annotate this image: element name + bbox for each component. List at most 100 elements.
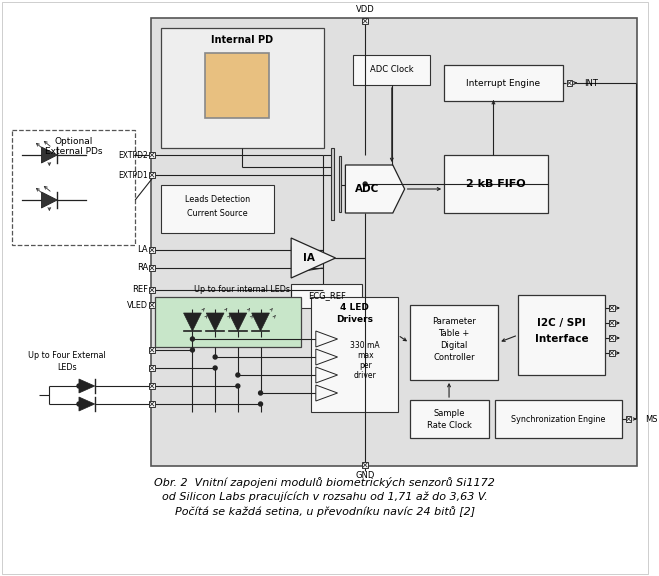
Text: Leads Detection: Leads Detection bbox=[185, 195, 250, 204]
Bar bbox=[626, 416, 631, 422]
Bar bbox=[339, 156, 341, 212]
Bar bbox=[362, 18, 368, 24]
Text: GND: GND bbox=[355, 472, 375, 480]
Circle shape bbox=[213, 366, 217, 370]
Text: Synchronization Engine: Synchronization Engine bbox=[511, 415, 606, 423]
Circle shape bbox=[236, 384, 240, 388]
Polygon shape bbox=[316, 331, 337, 347]
Circle shape bbox=[236, 373, 240, 377]
Text: Internal PD: Internal PD bbox=[212, 35, 273, 45]
Circle shape bbox=[190, 348, 194, 352]
Text: 2 kB FIFO: 2 kB FIFO bbox=[466, 179, 526, 189]
Polygon shape bbox=[252, 313, 270, 331]
Bar bbox=[353, 55, 430, 85]
Bar bbox=[609, 335, 615, 341]
Circle shape bbox=[77, 384, 81, 388]
Polygon shape bbox=[184, 313, 202, 331]
Bar bbox=[150, 302, 155, 308]
Bar bbox=[150, 247, 155, 253]
Bar bbox=[409, 305, 498, 380]
Bar bbox=[150, 266, 155, 271]
Bar bbox=[444, 65, 563, 101]
Polygon shape bbox=[42, 147, 57, 163]
Polygon shape bbox=[291, 238, 335, 278]
Text: Up to Four External: Up to Four External bbox=[28, 351, 106, 359]
Bar bbox=[161, 28, 324, 148]
Text: ECG_REF: ECG_REF bbox=[308, 291, 345, 301]
Bar bbox=[151, 18, 637, 466]
Text: EXTPD2: EXTPD2 bbox=[118, 150, 148, 160]
Text: ADC: ADC bbox=[355, 184, 380, 194]
Text: Up to four internal LEDs: Up to four internal LEDs bbox=[194, 286, 290, 294]
Bar bbox=[409, 400, 488, 438]
Text: od Silicon Labs pracujících v rozsahu od 1,71 až do 3,63 V.: od Silicon Labs pracujících v rozsahu od… bbox=[162, 492, 488, 502]
Circle shape bbox=[213, 355, 217, 359]
Bar bbox=[150, 287, 155, 293]
Bar bbox=[609, 320, 615, 326]
Polygon shape bbox=[316, 367, 337, 383]
Bar bbox=[150, 172, 155, 178]
Bar bbox=[150, 383, 155, 389]
Text: 4 LED: 4 LED bbox=[340, 304, 369, 313]
Text: External PDs: External PDs bbox=[45, 147, 102, 157]
Text: EXTPD1: EXTPD1 bbox=[118, 170, 148, 180]
Bar bbox=[155, 297, 301, 347]
Polygon shape bbox=[206, 313, 224, 331]
Bar bbox=[311, 297, 398, 412]
Text: Controller: Controller bbox=[433, 353, 474, 362]
Text: Sample: Sample bbox=[434, 408, 465, 418]
Bar bbox=[331, 148, 333, 220]
Text: driver: driver bbox=[354, 370, 376, 380]
Bar bbox=[567, 80, 572, 86]
Bar bbox=[444, 155, 548, 213]
Text: max: max bbox=[357, 351, 374, 359]
Text: Obr. 2  Vnitní zapojeni modulů biometrických senzorů Si1172: Obr. 2 Vnitní zapojeni modulů biometrick… bbox=[154, 476, 495, 487]
Bar bbox=[150, 347, 155, 353]
Polygon shape bbox=[316, 349, 337, 365]
Bar bbox=[518, 295, 605, 375]
Text: Optional: Optional bbox=[54, 138, 93, 146]
Polygon shape bbox=[229, 313, 246, 331]
Text: IA: IA bbox=[303, 253, 315, 263]
Circle shape bbox=[190, 337, 194, 341]
Text: Interface: Interface bbox=[534, 334, 588, 344]
Bar bbox=[150, 401, 155, 407]
Text: MS: MS bbox=[645, 415, 658, 423]
Circle shape bbox=[258, 391, 262, 395]
Bar bbox=[150, 152, 155, 158]
Text: Table +: Table + bbox=[438, 328, 470, 338]
Text: RA: RA bbox=[137, 263, 148, 272]
Circle shape bbox=[258, 402, 262, 406]
Text: LA: LA bbox=[138, 245, 148, 255]
Text: Current Source: Current Source bbox=[187, 210, 248, 218]
Bar bbox=[362, 463, 368, 468]
Text: per: per bbox=[358, 361, 372, 369]
Text: VDD: VDD bbox=[356, 6, 374, 14]
Text: Počítá se každá setina, u převodníku navíc 24 bitů [2]: Počítá se každá setina, u převodníku nav… bbox=[175, 506, 474, 517]
Text: 330 mA: 330 mA bbox=[351, 340, 380, 350]
Text: LEDs: LEDs bbox=[57, 362, 77, 372]
Bar bbox=[291, 284, 362, 308]
Bar bbox=[205, 53, 270, 118]
Circle shape bbox=[77, 402, 81, 406]
Bar bbox=[150, 365, 155, 371]
Polygon shape bbox=[79, 397, 95, 411]
Bar bbox=[12, 130, 135, 245]
Bar bbox=[161, 185, 274, 233]
Text: Rate Clock: Rate Clock bbox=[426, 420, 471, 430]
Text: INT: INT bbox=[585, 78, 598, 88]
Polygon shape bbox=[79, 379, 95, 393]
Text: Interrupt Engine: Interrupt Engine bbox=[467, 78, 540, 88]
Text: ADC Clock: ADC Clock bbox=[370, 66, 414, 74]
Circle shape bbox=[363, 182, 367, 186]
Polygon shape bbox=[345, 165, 405, 213]
Text: Digital: Digital bbox=[440, 340, 468, 350]
Text: Parameter: Parameter bbox=[432, 316, 476, 325]
Text: REF: REF bbox=[132, 286, 148, 294]
Bar bbox=[609, 305, 615, 310]
Text: Drivers: Drivers bbox=[336, 316, 373, 324]
Polygon shape bbox=[42, 192, 57, 208]
Bar bbox=[609, 350, 615, 356]
Polygon shape bbox=[316, 385, 337, 401]
Text: I2C / SPI: I2C / SPI bbox=[537, 318, 586, 328]
